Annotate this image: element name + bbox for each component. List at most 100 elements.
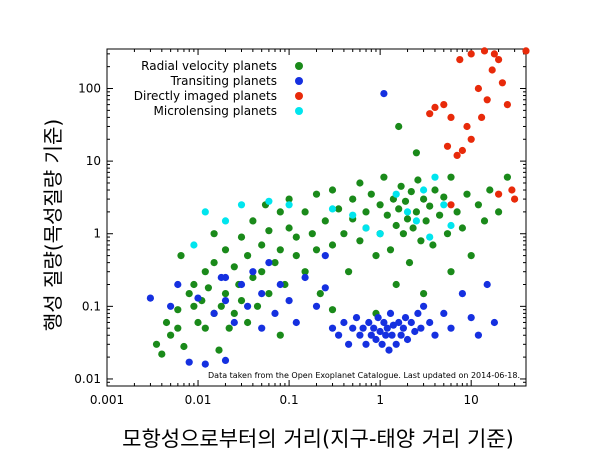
data-point <box>167 331 175 339</box>
data-point <box>362 224 370 232</box>
data-point <box>399 230 407 238</box>
data-point <box>285 201 293 209</box>
data-point <box>458 224 466 232</box>
data-point <box>210 230 218 238</box>
data-point <box>397 331 405 339</box>
data-point <box>426 202 434 210</box>
data-point <box>345 340 353 348</box>
data-point <box>237 201 246 209</box>
data-point <box>265 197 273 205</box>
data-point <box>440 193 448 201</box>
data-point <box>190 302 198 310</box>
data-point <box>271 259 279 267</box>
data-point <box>204 284 212 292</box>
data-point <box>478 113 486 121</box>
y-tick-label: 100 <box>78 82 101 96</box>
data-point <box>440 101 448 109</box>
data-point <box>440 309 448 317</box>
data-point <box>411 327 419 336</box>
legend-marker <box>295 107 303 115</box>
data-point <box>316 290 324 298</box>
series-0 <box>152 122 511 358</box>
y-tick-label: 0.1 <box>82 299 101 313</box>
data-point <box>356 179 364 187</box>
data-point <box>412 217 420 225</box>
data-point <box>230 263 238 271</box>
x-tick-label: 1 <box>376 393 384 407</box>
data-point <box>258 324 266 332</box>
data-point <box>292 252 300 260</box>
data-point <box>498 79 506 87</box>
data-point <box>431 331 439 339</box>
data-point <box>237 233 246 241</box>
data-point <box>359 324 367 332</box>
data-point <box>467 314 475 322</box>
legend-marker <box>295 62 303 70</box>
source-annotation: Data taken from the Open Exoplanet Catal… <box>208 371 520 380</box>
data-point <box>385 346 393 354</box>
data-point <box>217 302 225 310</box>
data-point <box>237 280 246 289</box>
data-point <box>397 182 405 190</box>
series-1 <box>146 90 498 368</box>
data-point <box>474 201 482 209</box>
data-point <box>480 217 489 225</box>
data-point <box>392 221 400 230</box>
data-point <box>395 122 403 131</box>
data-point <box>265 259 273 267</box>
series-2 <box>426 47 530 209</box>
x-tick-label: 0.1 <box>280 393 299 407</box>
data-point <box>474 84 482 93</box>
x-tick-label: 0.01 <box>185 393 212 407</box>
data-point <box>308 230 316 238</box>
data-point <box>383 324 391 332</box>
data-point <box>417 237 425 245</box>
data-point <box>463 122 471 131</box>
data-point <box>443 142 452 150</box>
data-point <box>374 314 382 322</box>
data-point <box>321 217 329 225</box>
legend-label: Microlensing planets <box>154 104 278 118</box>
data-point <box>382 331 390 339</box>
x-tick-label: 0.001 <box>90 393 124 407</box>
data-point <box>426 110 434 118</box>
data-point <box>380 90 388 98</box>
data-point <box>474 331 482 339</box>
data-point <box>221 356 230 364</box>
data-point <box>174 324 182 332</box>
data-point <box>258 268 266 276</box>
data-point <box>194 318 202 327</box>
data-point <box>249 273 257 282</box>
data-point <box>292 233 300 241</box>
data-point <box>386 309 395 317</box>
data-point <box>383 211 391 219</box>
data-point <box>321 252 329 260</box>
y-axis-label: 행성 질량(목성질량 기준) <box>41 119 65 331</box>
data-point <box>174 306 182 314</box>
data-point <box>467 252 475 260</box>
legend-label: Transiting planets <box>170 74 277 88</box>
x-tick-label: 10 <box>464 393 479 407</box>
data-point <box>349 211 357 219</box>
data-point <box>392 190 400 198</box>
data-point <box>403 215 412 223</box>
data-point <box>399 324 407 332</box>
data-point <box>378 340 386 348</box>
data-point <box>486 186 494 194</box>
data-point <box>508 186 516 194</box>
data-point <box>244 318 252 327</box>
data-point <box>409 224 417 232</box>
data-point <box>167 302 175 310</box>
data-point <box>420 186 428 194</box>
data-point <box>276 208 284 216</box>
data-point <box>376 230 384 238</box>
data-point <box>503 173 511 181</box>
y-tick-label: 10 <box>86 154 101 168</box>
data-point <box>352 314 361 322</box>
data-point <box>453 151 461 159</box>
data-point <box>328 186 337 194</box>
data-point <box>301 268 309 276</box>
data-point <box>405 259 414 267</box>
data-point <box>447 268 455 276</box>
